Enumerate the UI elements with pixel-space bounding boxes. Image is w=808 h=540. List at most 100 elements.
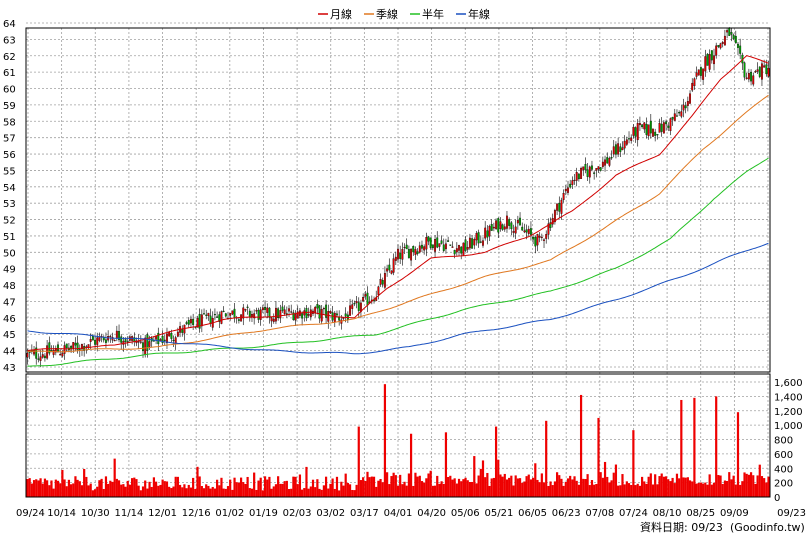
candle (91, 334, 94, 341)
volume-bar (569, 475, 572, 497)
candle (573, 173, 576, 185)
volume-bar (257, 480, 260, 497)
x-tick-label-7: 01/19 (249, 508, 278, 519)
volume-bar (425, 478, 428, 497)
candle (464, 236, 467, 253)
volume-bar (157, 485, 160, 497)
volume-bar (133, 477, 136, 497)
volume-bar (255, 489, 258, 497)
volume-bar (420, 481, 424, 497)
candle (259, 306, 262, 326)
candle (107, 330, 110, 343)
volume-bar (634, 485, 637, 497)
x-tick-label-21: 09/09 (720, 508, 749, 519)
volume-bar (721, 484, 724, 497)
candle (534, 235, 537, 254)
volume-bar (767, 476, 770, 497)
volume-bar (200, 486, 203, 497)
volume-bar (43, 478, 47, 497)
volume-bar (305, 466, 308, 497)
candle (752, 72, 755, 87)
x-tick-label-14: 05/21 (484, 508, 513, 519)
volume-bar (658, 476, 661, 497)
volume-bar (484, 477, 487, 497)
candle (120, 334, 123, 350)
candle (294, 310, 297, 326)
candle (364, 290, 367, 300)
volume-bar (357, 426, 360, 497)
volume-bar (662, 476, 665, 497)
candle (314, 305, 317, 318)
volume-bar (50, 480, 53, 497)
price-tick-label-13: 56 (3, 150, 16, 161)
volume-bar (571, 479, 574, 497)
volume-bar (715, 396, 718, 497)
candle (549, 217, 552, 231)
candle (608, 156, 611, 168)
x-tick-label-13: 05/06 (451, 508, 480, 519)
volume-bar (285, 480, 288, 497)
volume-bar (608, 482, 611, 497)
volume-panel-frame (25, 373, 771, 498)
candle (671, 116, 674, 126)
volume-bar (638, 485, 642, 497)
volume-bar (457, 478, 461, 497)
volume-bar (122, 484, 125, 497)
candle (761, 60, 763, 86)
volume-bar (141, 486, 145, 497)
candle (477, 229, 480, 248)
candle (490, 219, 493, 231)
volume-bar (211, 486, 214, 497)
candle (669, 117, 672, 136)
candle (497, 217, 500, 238)
candle (455, 242, 458, 256)
volume-bar (281, 483, 284, 497)
volume-bar (52, 488, 55, 497)
candle (166, 327, 168, 349)
candle (275, 300, 277, 325)
volume-bar (135, 479, 138, 497)
volume-bar (558, 475, 561, 497)
candle (686, 96, 689, 112)
volume-bar (189, 487, 193, 497)
candle (704, 49, 707, 77)
candle (682, 98, 685, 118)
candle (482, 237, 484, 248)
candle (567, 180, 569, 196)
volume-bar (242, 482, 245, 497)
candle (161, 330, 164, 345)
volume-bar (59, 483, 62, 497)
candle (414, 246, 417, 261)
candle (442, 238, 445, 253)
candle (296, 305, 299, 319)
volume-bar (409, 433, 413, 497)
volume-bar (96, 486, 99, 497)
candle (427, 235, 430, 246)
volume-bar (728, 472, 731, 497)
candle (543, 238, 545, 249)
volume-bar (222, 488, 225, 497)
candle (547, 218, 550, 240)
candle (203, 308, 205, 315)
candle (229, 313, 232, 321)
volume-bar (688, 480, 692, 497)
volume-bar (41, 483, 44, 497)
candle (355, 295, 358, 309)
price-tick-label-20: 63 (3, 35, 16, 46)
candle (429, 237, 432, 250)
candle (309, 305, 312, 321)
candle (636, 119, 639, 147)
volume-bar (595, 484, 598, 497)
volume-bar (194, 488, 197, 497)
candle (527, 225, 530, 237)
candle (377, 285, 380, 300)
volume-bar (593, 484, 596, 497)
candle (46, 340, 49, 360)
volume-bar (545, 420, 548, 497)
candle (386, 264, 389, 277)
volume-bar (355, 484, 358, 497)
candle (163, 334, 166, 346)
volume-bar (636, 483, 639, 497)
price-tick-label-7: 50 (3, 248, 16, 259)
